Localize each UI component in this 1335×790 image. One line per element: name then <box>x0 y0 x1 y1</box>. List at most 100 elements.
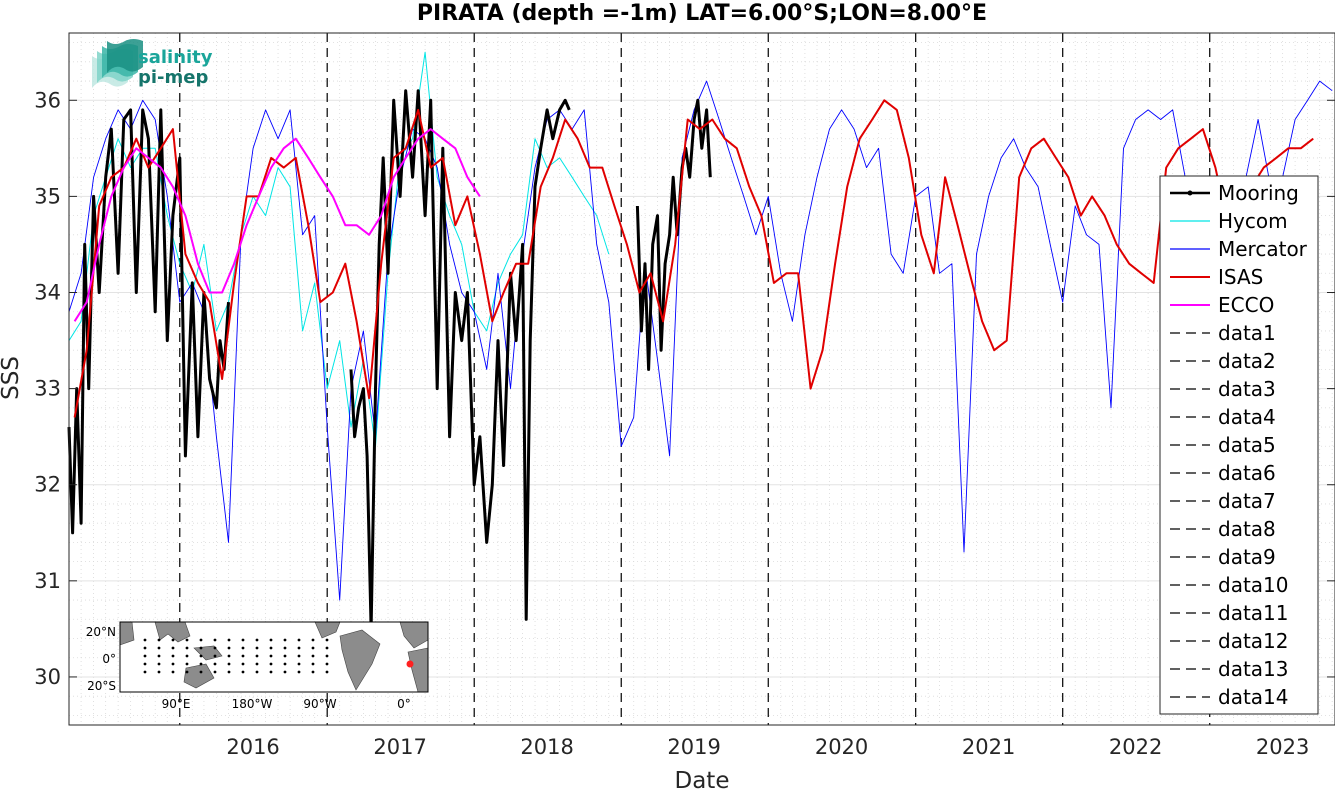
x-axis-title: Date <box>675 768 730 790</box>
legend-label: data10 <box>1218 573 1289 597</box>
inset-map-buoy-dot <box>325 662 329 666</box>
legend-entry: data1 <box>1170 321 1276 345</box>
logo-text-line1: salinity <box>138 47 213 68</box>
inset-map-buoy-dot <box>185 646 189 650</box>
inset-map-buoy-dot <box>213 638 217 642</box>
inset-map-buoy-dot <box>269 654 273 658</box>
inset-map-buoy-dot <box>157 662 161 666</box>
legend-entry: data7 <box>1170 489 1276 513</box>
x-tick-label: 2021 <box>962 735 1015 759</box>
legend-entry: data4 <box>1170 405 1276 429</box>
inset-map-buoy-dot <box>283 654 287 658</box>
x-tick-label: 2019 <box>667 735 720 759</box>
axes-box <box>68 32 1335 726</box>
inset-map-lon-label: 180°W <box>232 697 273 711</box>
inset-map-buoy-dot <box>185 638 189 642</box>
inset-map: 20°N 0° 20°S 90°E 180°W 90°W 0° <box>86 621 429 711</box>
series-line-mooring <box>635 98 712 371</box>
inset-map-land <box>339 629 381 691</box>
legend-entry: ISAS <box>1170 265 1263 289</box>
inset-map-buoy-dot <box>325 670 329 674</box>
inset-map-buoy-dot <box>325 646 329 650</box>
inset-map-frame <box>119 621 429 693</box>
legend-label: Hycom <box>1218 209 1288 233</box>
legend-entry: ECCO <box>1170 293 1274 317</box>
y-axis-title: SSS <box>0 356 24 400</box>
legend-entry: data8 <box>1170 517 1276 541</box>
inset-map-buoy-dot <box>227 670 231 674</box>
inset-map-buoy-dot <box>171 646 175 650</box>
legend-label: data5 <box>1218 433 1276 457</box>
inset-map-buoy-dot <box>157 646 161 650</box>
inset-map-buoy-dot <box>227 638 231 642</box>
legend-label: data13 <box>1218 657 1289 681</box>
legend-label: data8 <box>1218 517 1276 541</box>
plot-area: 30 31 32 33 34 35 36 2016 2017 2018 2019 2020 2021 20… <box>34 32 1335 759</box>
inset-map-buoy-dot <box>199 662 203 666</box>
legend-entry: data14 <box>1170 685 1289 709</box>
legend-label: data2 <box>1218 349 1276 373</box>
legend-label: Mooring <box>1218 181 1299 205</box>
inset-map-buoy-dot <box>241 646 245 650</box>
legend-label: Mercator <box>1218 237 1308 261</box>
y-tick-label: 32 <box>34 473 61 497</box>
legend-entry: data2 <box>1170 349 1276 373</box>
inset-map-lon-label: 90°E <box>162 697 191 711</box>
x-tick-label: 2017 <box>373 735 426 759</box>
inset-map-buoy-dot <box>199 646 203 650</box>
legend-label: data3 <box>1218 377 1276 401</box>
inset-map-buoy-dot <box>311 638 315 642</box>
inset-map-buoy-dot <box>269 646 273 650</box>
inset-map-buoy-dot <box>143 638 147 642</box>
legend-label: data1 <box>1218 321 1276 345</box>
inset-map-buoy-dot <box>269 662 273 666</box>
inset-map-buoy-dot <box>199 670 203 674</box>
y-tick-label: 34 <box>34 281 61 305</box>
inset-map-buoy-dot <box>185 662 189 666</box>
inset-map-buoy-dot <box>213 662 217 666</box>
inset-map-buoy-dot <box>199 638 203 642</box>
y-tick-label: 36 <box>34 88 61 112</box>
series-line-mooring <box>67 108 230 535</box>
legend-entry: data12 <box>1170 629 1289 653</box>
inset-map-buoy-dot <box>325 654 329 658</box>
legend: Mooring Hycom Mercator ISAS ECCO data1 data2 da… <box>1159 175 1319 715</box>
legend-label: data14 <box>1218 685 1289 709</box>
series-line-isas <box>73 99 1314 418</box>
inset-map-buoy-dot <box>199 654 203 658</box>
inset-map-buoy-dot <box>143 662 147 666</box>
series-line-mercator <box>68 80 1333 601</box>
inset-map-buoy-dot <box>283 646 287 650</box>
inset-map-buoy-dot <box>213 670 217 674</box>
inset-map-buoy-dot <box>185 654 189 658</box>
inset-map-buoy-dot <box>213 646 217 650</box>
inset-map-buoy-dot <box>143 646 147 650</box>
inset-map-buoy-dot <box>269 670 273 674</box>
legend-entry: data9 <box>1170 545 1276 569</box>
inset-map-buoy-dot <box>241 654 245 658</box>
legend-label: data9 <box>1218 545 1276 569</box>
inset-map-lat-label: 0° <box>102 652 116 666</box>
inset-map-buoy-dot <box>255 646 259 650</box>
inset-map-buoys <box>143 638 329 674</box>
chart-title: PIRATA (depth =-1m) LAT=6.00°S;LON=8.00°… <box>417 1 987 26</box>
y-tick-label: 33 <box>34 377 61 401</box>
x-tick-label: 2018 <box>520 735 573 759</box>
inset-map-lat-label: 20°N <box>86 625 116 639</box>
legend-entry: Hycom <box>1170 209 1288 233</box>
inset-map-buoy-dot <box>297 654 301 658</box>
inset-map-buoy-dot <box>255 654 259 658</box>
minor-grid <box>69 33 1335 725</box>
x-tick-label: 2020 <box>815 735 868 759</box>
inset-map-lon-label: 0° <box>397 697 411 711</box>
legend-label: data7 <box>1218 489 1276 513</box>
inset-map-buoy-dot <box>185 670 189 674</box>
inset-map-buoy-dot <box>227 654 231 658</box>
legend-label: data11 <box>1218 601 1289 625</box>
legend-entry: Mercator <box>1170 237 1308 261</box>
inset-map-buoy-dot <box>171 670 175 674</box>
inset-map-buoy-dot <box>297 662 301 666</box>
inset-map-buoy-dot <box>157 654 161 658</box>
